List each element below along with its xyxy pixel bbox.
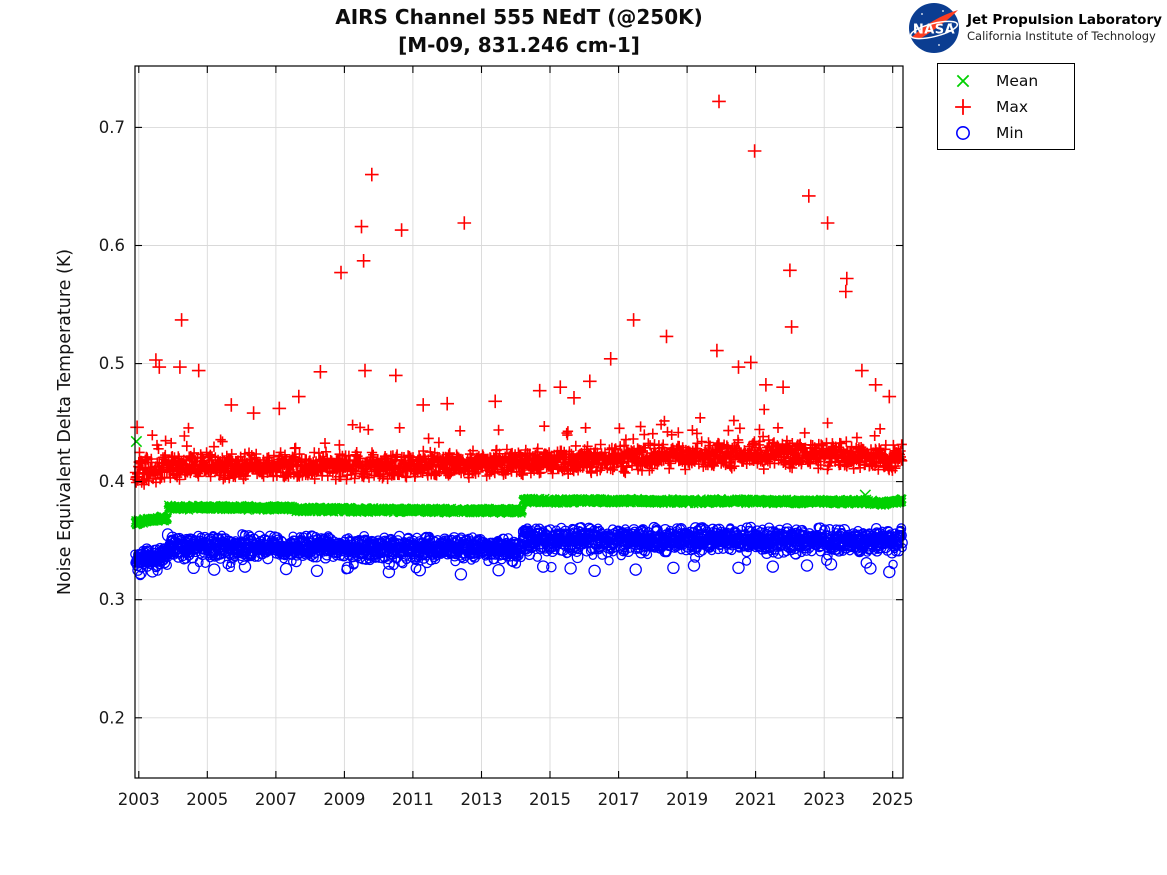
- x-tick-label: 2015: [529, 790, 571, 809]
- max-series: [129, 94, 908, 490]
- x-tick-label: 2025: [872, 790, 914, 809]
- x-tick-label: 2021: [735, 790, 777, 809]
- mean-marker-icon: [956, 74, 970, 87]
- y-tick-label: 0.3: [99, 590, 125, 609]
- y-tick-label: 0.5: [99, 354, 125, 373]
- legend-label-min: Min: [996, 123, 1024, 142]
- y-axis-label: Noise Equivalent Delta Temperature (K): [55, 248, 75, 596]
- chart-subtitle: [M-09, 831.246 cm-1]: [398, 33, 640, 57]
- min-marker-icon: [956, 125, 970, 140]
- x-tick-label: 2013: [461, 790, 503, 809]
- caltech-name: California Institute of Technology: [967, 29, 1156, 43]
- y-tick-label: 0.6: [99, 236, 125, 255]
- legend-entry-max: Max: [938, 94, 1074, 120]
- legend-entry-mean: Mean: [938, 68, 1074, 94]
- legend-entry-min: Min: [938, 120, 1074, 146]
- chart-title: AIRS Channel 555 NEdT (@250K): [335, 5, 703, 29]
- svg-text:NASA: NASA: [913, 23, 955, 38]
- x-tick-label: 2023: [803, 790, 845, 809]
- nasa-logo-icon: NASA: [909, 3, 959, 53]
- jpl-name: Jet Propulsion Laboratory: [967, 12, 1162, 28]
- title-block: AIRS Channel 555 NEdT (@250K) [M-09, 831…: [135, 3, 903, 59]
- jpl-logo: NASA Jet Propulsion Laboratory Californi…: [908, 2, 1162, 54]
- x-tick-label: 2011: [392, 790, 434, 809]
- y-tick-label: 0.4: [99, 472, 125, 491]
- legend-label-max: Max: [996, 97, 1029, 116]
- y-tick-label: 0.7: [99, 118, 125, 137]
- x-tick-label: 2007: [255, 790, 297, 809]
- legend: Mean Max Min: [937, 63, 1075, 150]
- max-marker-icon: [955, 98, 971, 115]
- x-tick-label: 2017: [598, 790, 640, 809]
- plot-area: [134, 65, 904, 779]
- x-tick-label: 2003: [118, 790, 160, 809]
- jpl-logo-text: Jet Propulsion Laboratory California Ins…: [967, 12, 1162, 44]
- x-tick-label: 2009: [323, 790, 365, 809]
- min-series: [130, 521, 908, 581]
- x-tick-label: 2019: [666, 790, 708, 809]
- legend-label-mean: Mean: [996, 71, 1039, 90]
- y-tick-label: 0.2: [99, 708, 125, 727]
- x-tick-label: 2005: [186, 790, 228, 809]
